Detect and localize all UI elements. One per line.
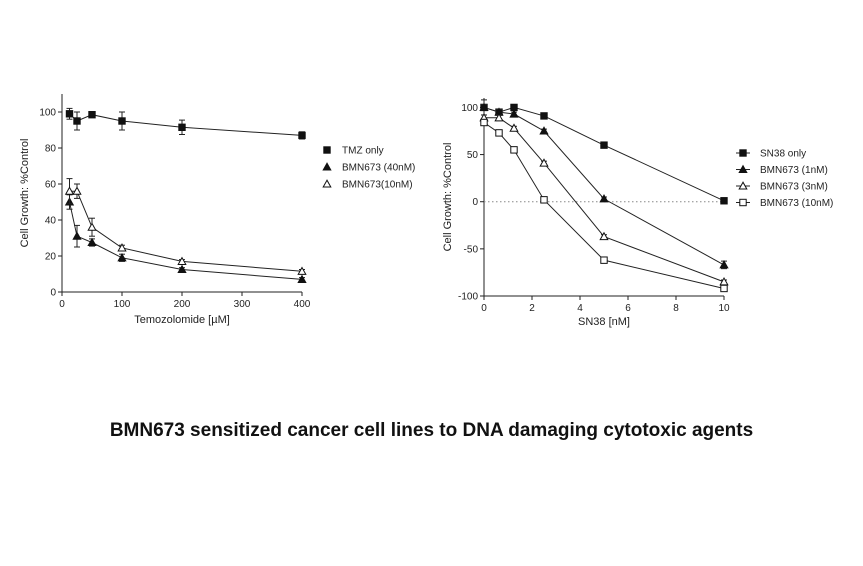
y-tick-label: 60 — [45, 180, 57, 191]
y-tick-label: -100 — [458, 292, 478, 303]
legend-entry: SN38 only — [736, 149, 806, 160]
data-point — [599, 194, 609, 203]
y-axis-label: Cell Growth: %Control — [19, 139, 31, 248]
data-point — [539, 158, 549, 167]
legend-label: BMN673 (40nM) — [342, 163, 415, 174]
x-tick-label: 100 — [114, 299, 131, 310]
data-point — [599, 231, 609, 241]
x-tick-label: 400 — [294, 299, 311, 310]
data-point — [297, 274, 307, 283]
data-point — [509, 109, 519, 118]
series-line — [69, 190, 303, 272]
data-point — [495, 129, 503, 137]
legend-marker — [738, 181, 748, 190]
y-tick-label: 80 — [45, 144, 57, 155]
series-1 — [65, 107, 306, 140]
data-point — [720, 197, 728, 205]
data-point — [73, 117, 81, 125]
legend-label: TMZ only — [342, 146, 384, 157]
legend-marker — [739, 149, 747, 157]
data-point — [88, 111, 96, 119]
legend-marker — [323, 146, 331, 154]
data-point — [509, 123, 519, 132]
legend-marker — [322, 162, 332, 171]
x-tick-label: 6 — [625, 303, 631, 314]
y-tick-label: 0 — [472, 197, 478, 208]
legend-entry: BMN673 (40nM) — [322, 162, 415, 174]
x-axis-label: SN38 [nM] — [578, 316, 630, 328]
data-point — [64, 186, 75, 195]
data-point — [87, 237, 97, 247]
data-point — [298, 131, 306, 140]
data-point — [600, 256, 608, 264]
x-tick-label: 10 — [718, 303, 730, 314]
data-point — [494, 112, 504, 122]
x-tick-label: 4 — [577, 303, 583, 314]
data-point — [720, 284, 728, 293]
series-3 — [479, 112, 729, 286]
series-4 — [480, 118, 728, 293]
legend-marker — [739, 198, 747, 207]
series-line — [483, 106, 725, 266]
data-point — [72, 186, 82, 195]
chart-1: 0 20 40 60 80 100 0 100 200 300 400 Cell Growth: %C… — [19, 94, 415, 326]
series-line — [69, 201, 303, 280]
legend-entry: BMN673 (1nM) — [736, 164, 828, 176]
data-point — [297, 266, 307, 275]
data-point — [178, 123, 186, 131]
legend-label: BMN673 (10nM) — [760, 198, 833, 209]
data-point — [118, 117, 126, 125]
y-tick-label: 0 — [50, 288, 56, 299]
x-tick-label: 8 — [673, 303, 679, 314]
data-point — [510, 146, 518, 154]
x-tick-label: 0 — [59, 299, 65, 310]
legend-label: BMN673 (3nM) — [760, 182, 828, 193]
y-tick-label: 100 — [461, 103, 478, 114]
data-point — [539, 126, 549, 135]
x-tick-label: 300 — [234, 299, 251, 310]
y-tick-label: 50 — [467, 150, 479, 161]
data-point — [600, 141, 608, 149]
legend-entry: BMN673 (10nM) — [736, 198, 833, 209]
y-tick-label: -50 — [464, 244, 479, 255]
data-point — [177, 264, 187, 274]
data-point — [72, 231, 82, 240]
legend-label: SN38 only — [760, 149, 806, 160]
legend-label: BMN673(10nM) — [342, 180, 413, 191]
data-point — [719, 260, 729, 269]
series-1 — [480, 99, 728, 205]
data-point — [540, 196, 548, 204]
y-tick-label: 40 — [45, 216, 57, 227]
series-line — [69, 113, 303, 136]
legend-entry: BMN673 (3nM) — [736, 181, 828, 193]
series-line — [483, 106, 725, 202]
data-point — [177, 256, 187, 265]
data-point — [117, 243, 127, 252]
data-point — [479, 102, 489, 111]
series-2 — [64, 194, 307, 283]
x-tick-label: 200 — [174, 299, 191, 310]
legend-entry: TMZ only — [323, 146, 384, 157]
legend-marker — [738, 164, 748, 174]
data-point — [65, 110, 74, 118]
data-point — [87, 222, 97, 231]
figure-caption: BMN673 sensitized cancer cell lines to D… — [109, 420, 754, 441]
legend-marker — [322, 179, 332, 188]
x-tick-label: 0 — [481, 303, 487, 314]
data-point — [719, 277, 729, 286]
chart-2: -100 -50 0 50 100 0 2 4 6 8 10 Cell Growth: %Contro… — [442, 98, 833, 328]
data-point — [117, 252, 127, 262]
legend-label: BMN673 (1nM) — [760, 165, 828, 176]
series-2 — [479, 102, 729, 270]
x-axis-label: Temozolomide [µM] — [134, 314, 230, 326]
y-tick-label: 20 — [45, 252, 57, 263]
data-point — [540, 112, 548, 120]
series-3 — [64, 178, 307, 275]
legend-entry: BMN673(10nM) — [322, 179, 413, 191]
y-axis-label: Cell Growth: %Control — [442, 143, 454, 252]
x-tick-label: 2 — [529, 303, 535, 314]
y-tick-label: 100 — [39, 108, 56, 119]
data-point — [480, 118, 488, 127]
